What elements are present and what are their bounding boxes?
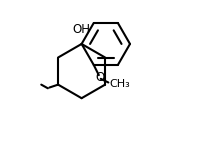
Text: O: O: [95, 71, 104, 84]
Text: OH: OH: [72, 23, 90, 36]
Text: CH₃: CH₃: [109, 79, 130, 89]
